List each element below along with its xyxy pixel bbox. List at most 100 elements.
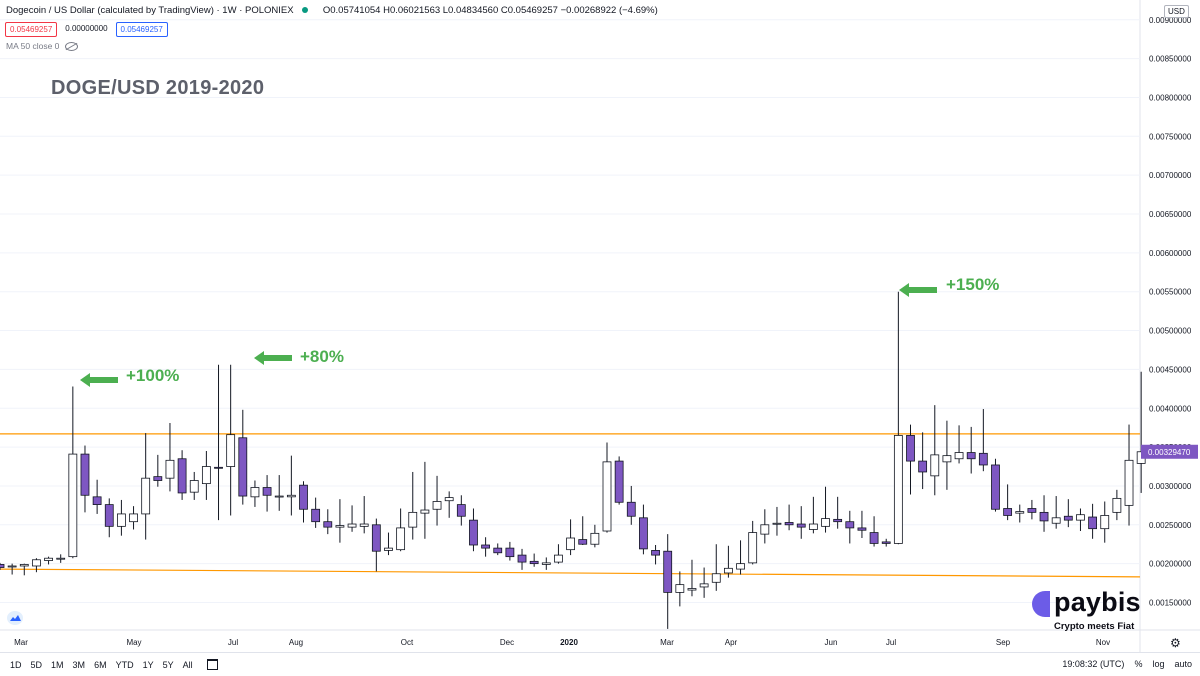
annotation-150: +150% bbox=[946, 275, 1000, 294]
bear-candle-body bbox=[153, 476, 163, 481]
support-trendline[interactable] bbox=[0, 568, 1141, 578]
x-tick-label: Sep bbox=[996, 638, 1011, 647]
support-resistance-lines[interactable] bbox=[0, 433, 1141, 578]
candle bbox=[881, 538, 891, 547]
bottom-toolbar: 1D 5D 1M 3M 6M YTD 1Y 5Y All 19:08:32 (U… bbox=[0, 652, 1200, 676]
candle bbox=[189, 471, 199, 500]
candle bbox=[19, 563, 29, 576]
bear-candle-body bbox=[481, 544, 491, 549]
x-tick-label: Dec bbox=[500, 638, 514, 647]
bull-candle-body bbox=[942, 455, 952, 463]
y-tick-label: 0.00400000 bbox=[1149, 404, 1192, 413]
candle bbox=[201, 450, 211, 500]
currency-label[interactable]: USD bbox=[1164, 5, 1189, 18]
candle bbox=[541, 557, 551, 570]
x-tick-label: Oct bbox=[401, 638, 414, 647]
x-tick-label: Apr bbox=[725, 638, 738, 647]
brand-tagline: Crypto meets Fiat bbox=[1054, 621, 1135, 632]
bear-candle-body bbox=[238, 437, 248, 497]
candle bbox=[517, 548, 527, 570]
x-tick-label: Mar bbox=[660, 638, 674, 647]
settings-gear-icon[interactable]: ⚙ bbox=[1170, 636, 1181, 650]
chart-title: DOGE/USD 2019-2020 bbox=[51, 77, 265, 99]
sell-price-box[interactable]: 0.05469257 bbox=[5, 22, 58, 37]
candle bbox=[1136, 371, 1146, 493]
bull-candle-body bbox=[19, 564, 29, 567]
y-tick-label: 0.00800000 bbox=[1149, 93, 1192, 102]
y-tick-label: 0.00650000 bbox=[1149, 210, 1192, 219]
hidden-eye-icon[interactable] bbox=[65, 41, 79, 51]
range-1y-button[interactable]: 1Y bbox=[142, 659, 154, 670]
candle bbox=[226, 364, 236, 516]
bear-candle-body bbox=[323, 521, 333, 528]
range-5d-button[interactable]: 5D bbox=[30, 659, 43, 670]
bull-candle-body bbox=[420, 509, 430, 514]
bear-candle-body bbox=[1088, 516, 1097, 530]
bear-candle-body bbox=[626, 501, 636, 517]
candle bbox=[165, 423, 175, 492]
bull-candle-body bbox=[711, 573, 721, 583]
range-6m-button[interactable]: 6M bbox=[94, 659, 107, 670]
bear-candle-body bbox=[578, 539, 588, 545]
tradingview-logo-icon[interactable] bbox=[7, 611, 23, 625]
bear-candle-body bbox=[262, 487, 272, 496]
candle bbox=[966, 426, 976, 474]
bull-candle-body bbox=[748, 532, 758, 564]
range-1m-button[interactable]: 1M bbox=[51, 659, 64, 670]
range-5y-button[interactable]: 5Y bbox=[162, 659, 174, 670]
clock-time[interactable]: 19:08:32 (UTC) bbox=[1062, 659, 1125, 669]
bull-candle-body bbox=[760, 524, 770, 535]
x-tick-label: Jul bbox=[228, 638, 238, 647]
bear-candle-body bbox=[80, 453, 90, 496]
bear-candle-body bbox=[469, 519, 478, 546]
y-tick-label: 0.00250000 bbox=[1149, 521, 1192, 530]
ma-label[interactable]: MA 50 close 0 bbox=[6, 41, 60, 51]
buy-price-box[interactable]: 0.05469257 bbox=[115, 22, 168, 37]
time-axis[interactable]: Mar May Jul Aug Oct Dec 2020 Mar Apr Jun Jul Sep Nov bbox=[14, 638, 1110, 647]
go-to-date-calendar-icon[interactable] bbox=[206, 659, 218, 670]
x-tick-label: Mar bbox=[14, 638, 28, 647]
price-axis[interactable]: 0.009500000.009000000.008500000.00800000… bbox=[1149, 0, 1192, 608]
bull-candle-body bbox=[7, 565, 17, 568]
symbol-description[interactable]: Dogecoin / US Dollar (calculated by Trad… bbox=[6, 5, 294, 16]
range-ytd-button[interactable]: YTD bbox=[115, 659, 134, 670]
candle bbox=[262, 475, 272, 512]
annotation-80: +80% bbox=[300, 347, 344, 366]
bull-candle-body bbox=[226, 434, 236, 467]
candle bbox=[299, 481, 308, 523]
range-all-button[interactable]: All bbox=[182, 659, 193, 670]
candle bbox=[117, 499, 126, 536]
log-toggle[interactable]: log bbox=[1152, 659, 1165, 669]
bull-candle-body bbox=[359, 523, 369, 527]
bull-candle-body bbox=[1051, 517, 1061, 524]
y-tick-label: 0.00500000 bbox=[1149, 327, 1192, 336]
candle bbox=[104, 498, 114, 538]
auto-toggle[interactable]: auto bbox=[1174, 659, 1192, 669]
bull-candle-body bbox=[893, 435, 903, 544]
bull-candle-body bbox=[687, 588, 697, 591]
candle bbox=[687, 559, 697, 597]
candle bbox=[335, 499, 345, 543]
candle bbox=[1027, 499, 1037, 520]
candle bbox=[808, 496, 818, 534]
bear-candle-body bbox=[177, 458, 187, 494]
candle bbox=[784, 504, 794, 531]
range-1d-button[interactable]: 1D bbox=[10, 659, 22, 670]
range-3m-button[interactable]: 3M bbox=[72, 659, 86, 670]
bear-candle-body bbox=[1039, 511, 1049, 522]
y-tick-label: 0.00450000 bbox=[1149, 365, 1192, 374]
indicator-legend: MA 50 close 0 bbox=[6, 41, 79, 51]
candle bbox=[554, 544, 563, 564]
bear-candle-body bbox=[991, 464, 1000, 510]
bull-candle-body bbox=[274, 495, 284, 498]
bull-candle-body bbox=[930, 454, 940, 477]
bear-candle-body bbox=[517, 554, 527, 563]
candle bbox=[7, 563, 17, 575]
percent-toggle[interactable]: % bbox=[1134, 659, 1143, 669]
candle bbox=[590, 524, 600, 548]
candle bbox=[1051, 496, 1061, 529]
candle bbox=[359, 496, 369, 534]
bull-candle-body bbox=[141, 477, 151, 515]
bull-candle-body bbox=[954, 452, 964, 460]
